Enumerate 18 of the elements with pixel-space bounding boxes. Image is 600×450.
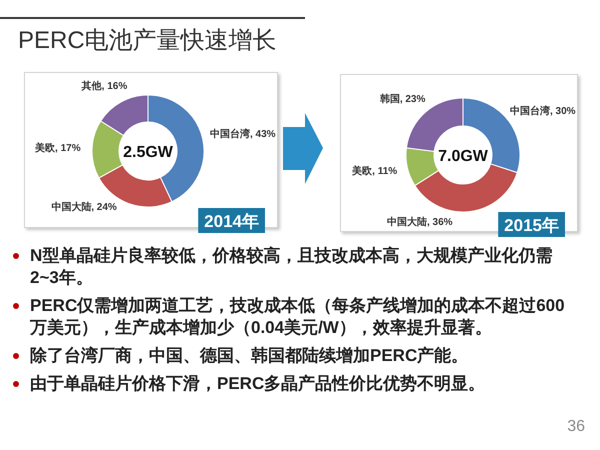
text: N型单晶硅片良率较低，价格较高，且技改成本高，大规模产业化仍需2~3年。	[30, 246, 552, 287]
text: PERC电池产量快速增长	[18, 26, 277, 56]
slice-label: 中国大陆, 24%	[51, 201, 117, 214]
text: 除了台湾厂商，中国、德国、韩国都陆续增加PERC产能。	[30, 346, 468, 365]
slice-label: 其他, 16%	[82, 80, 128, 94]
text: 7.0GW	[438, 148, 489, 165]
text: 2015年	[504, 216, 559, 235]
slice-label: 韩国, 23%	[380, 92, 426, 106]
slice-label: 中国大陆, 36%	[386, 216, 453, 229]
slice-label: 中国台湾, 43%	[210, 128, 276, 142]
slice-label: 美欧, 17%	[35, 142, 81, 156]
text: 36	[566, 418, 585, 436]
slice-label: 美欧, 11%	[352, 164, 398, 178]
text: PERC仅需增加两道工艺，技改成本低（每条产线增加的成本不超过600万美元），生产成本增加少（0.04美元/W），效率提升显著。	[30, 296, 565, 337]
slice-label: 中国台湾, 30%	[510, 104, 576, 118]
text: 2.5GW	[123, 144, 174, 161]
text: 2014年	[204, 212, 259, 231]
text: 由于单晶硅片价格下滑，PERC多晶产品性价比优势不明显。	[30, 374, 486, 393]
